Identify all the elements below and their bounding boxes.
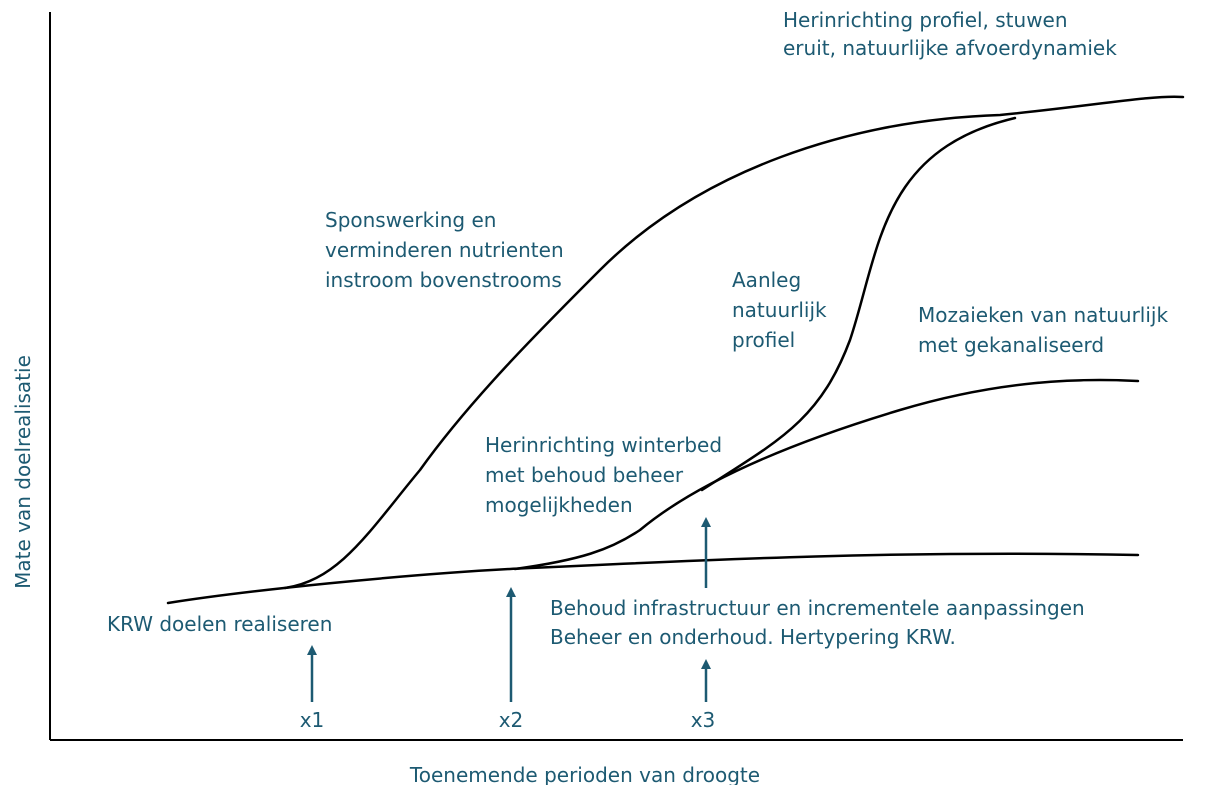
annotation: met behoud beheer: [485, 463, 684, 487]
annotation: Beheer en onderhoud. Hertypering KRW.: [550, 625, 956, 649]
annotation: Behoud infrastructuur en incrementele aa…: [550, 596, 1085, 620]
x-axis-label: Toenemende perioden van droogte: [409, 763, 760, 785]
annotation: KRW doelen realiseren: [107, 612, 332, 636]
annotation: profiel: [732, 328, 795, 352]
annotation: eruit, natuurlijke afvoerdynamiek: [783, 36, 1117, 60]
annotation: met gekanaliseerd: [918, 333, 1104, 357]
annotation: mogelijkheden: [485, 493, 633, 517]
annotation: Mozaieken van natuurlijk: [918, 303, 1168, 327]
annotation: Herinrichting profiel, stuwen: [783, 8, 1068, 32]
middle-curve: [513, 378, 1140, 571]
annotation: Herinrichting winterbed: [485, 433, 722, 457]
marker-label: x3: [691, 708, 716, 732]
annotation: verminderen nutrienten: [325, 238, 564, 262]
annotation: instroom bovenstrooms: [325, 268, 562, 292]
marker-label: x1: [300, 708, 325, 732]
marker-label: x2: [499, 708, 524, 732]
annotation: Sponswerking en: [325, 208, 496, 232]
annotation: natuurlijk: [732, 298, 827, 322]
y-axis-label: Mate van doelrealisatie: [11, 355, 35, 589]
profile-curve: [700, 116, 1017, 492]
upper-curve: [283, 95, 1185, 590]
annotation: Aanleg: [732, 268, 801, 292]
